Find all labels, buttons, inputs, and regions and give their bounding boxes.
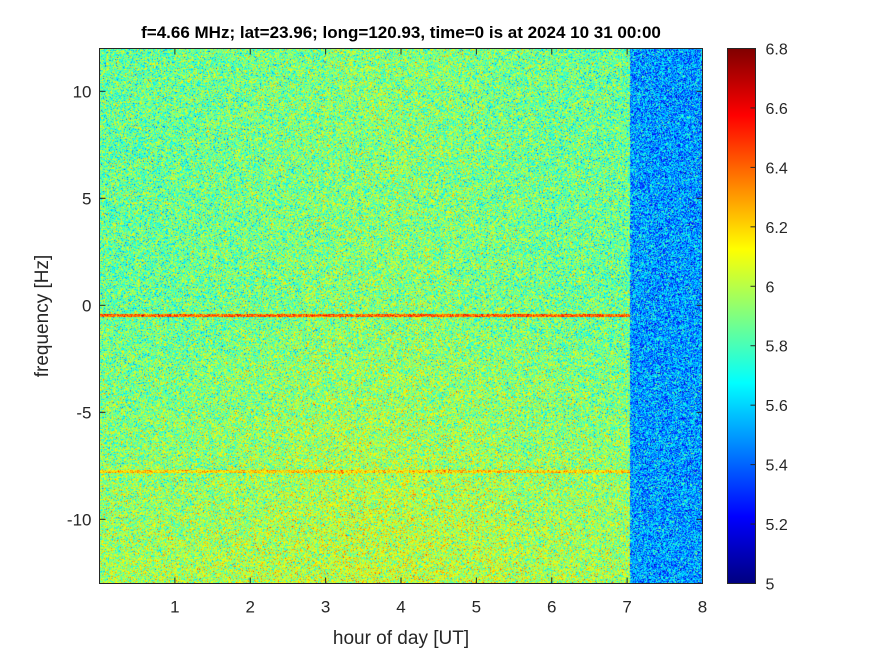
colorbar-tick-label: 6.2 — [766, 220, 788, 237]
colorbar-tick-label: 6.6 — [766, 101, 788, 118]
x-tick-label: 8 — [698, 598, 707, 617]
x-tick-label: 5 — [472, 598, 481, 617]
x-tick-label: 1 — [170, 598, 179, 617]
colorbar-axis: 6.8 6.6 6.4 6.2 6 5.8 5.6 5.4 5.2 5 — [750, 42, 788, 594]
y-tick-label: 0 — [82, 296, 91, 315]
y-axis-label: frequency [Hz] — [32, 255, 53, 378]
colorbar — [727, 48, 756, 584]
y-tick-label: 5 — [82, 189, 91, 208]
colorbar-tick-label: 5.2 — [766, 517, 788, 534]
x-tick-label: 7 — [622, 598, 631, 617]
colorbar-tick-label: 5 — [766, 577, 775, 594]
colorbar-tick-label: 5.6 — [766, 398, 788, 415]
colorbar-tick-label: 5.8 — [766, 339, 788, 356]
x-tick-label: 6 — [547, 598, 556, 617]
x-axis-label: hour of day [UT] — [333, 628, 469, 649]
colorbar-tick-label: 6.4 — [766, 160, 788, 177]
x-tick-label: 3 — [321, 598, 330, 617]
chart-title: f=4.66 MHz; lat=23.96; long=120.93, time… — [141, 23, 661, 42]
colorbar-tick-label: 6 — [766, 279, 775, 296]
plot-area — [99, 48, 702, 583]
x-tick-label: 4 — [396, 598, 405, 617]
heatmap-image — [99, 48, 702, 583]
y-axis: 10 5 0 -5 -10 — [67, 82, 703, 529]
colorbar-tick-label: 5.4 — [766, 458, 788, 475]
x-tick-label: 2 — [246, 598, 255, 617]
y-tick-label: 10 — [73, 82, 92, 101]
y-tick-label: -5 — [76, 403, 91, 422]
y-tick-label: -10 — [67, 510, 92, 529]
x-axis: 1 2 3 4 5 6 7 8 — [170, 48, 707, 617]
colorbar-tick-label: 6.8 — [766, 42, 788, 59]
